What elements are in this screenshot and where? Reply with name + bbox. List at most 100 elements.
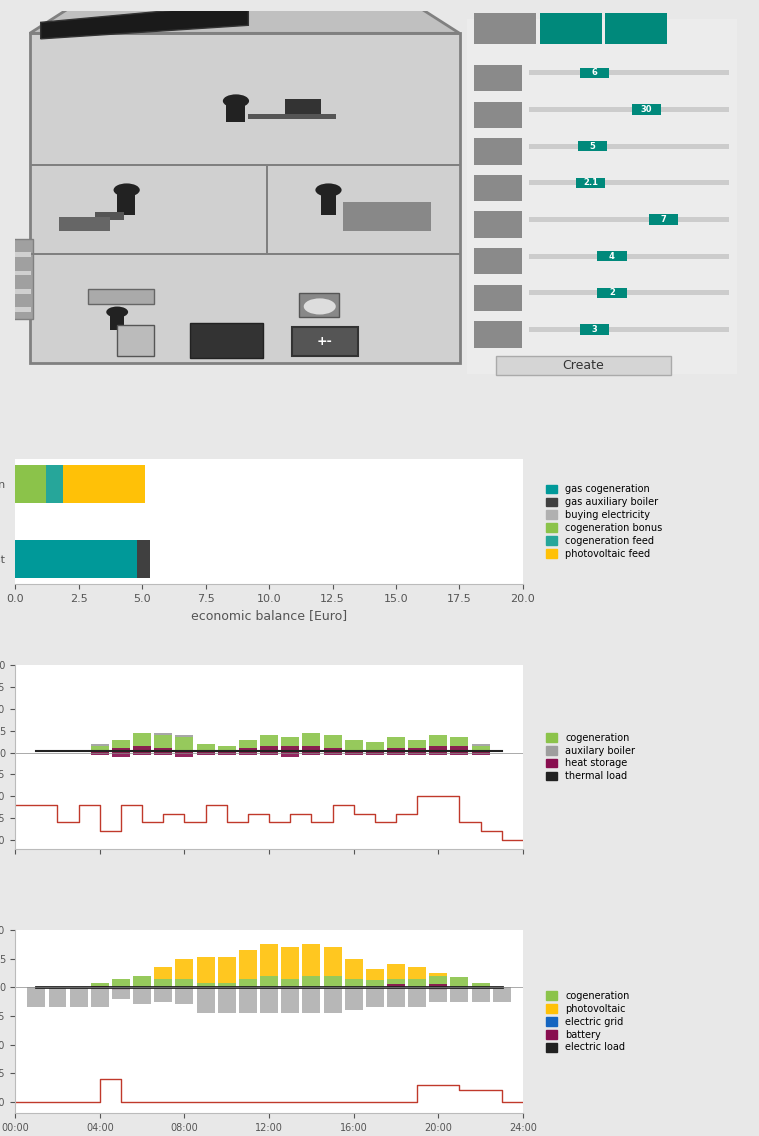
Bar [154, 733, 172, 735]
Bar [133, 987, 151, 1004]
Bar [91, 987, 109, 1008]
Bar [345, 751, 363, 753]
Bar [112, 749, 130, 753]
Bar [27, 987, 46, 1008]
Polygon shape [41, 3, 248, 39]
Bar [323, 976, 342, 987]
Bar [387, 979, 405, 987]
Text: 50: 50 [719, 118, 729, 127]
Bar [239, 740, 257, 753]
Bar [387, 737, 405, 753]
Bar [366, 751, 384, 753]
Bar [175, 751, 194, 753]
Bar [91, 753, 109, 754]
Text: 7: 7 [660, 215, 666, 224]
Text: 4: 4 [609, 252, 615, 260]
Bar [282, 979, 299, 987]
Text: 5: 5 [724, 192, 729, 201]
Bar [474, 101, 521, 128]
Bar [529, 70, 729, 75]
Legend: cogeneration, auxilary boiler, heat storage, thermal load: cogeneration, auxilary boiler, heat stor… [546, 733, 635, 782]
Bar [323, 987, 342, 1013]
Bar [133, 746, 151, 753]
Bar [345, 987, 363, 1010]
Bar [366, 980, 384, 987]
Text: 10: 10 [719, 339, 729, 348]
Bar [649, 215, 678, 225]
Bar [451, 737, 468, 753]
Bar [366, 753, 384, 754]
Bar [467, 18, 736, 374]
Bar [285, 100, 321, 114]
Bar [302, 753, 320, 754]
Bar [474, 65, 521, 91]
Bar [197, 753, 215, 754]
Bar [218, 983, 236, 987]
Bar [154, 749, 172, 753]
Bar [133, 733, 151, 753]
Bar [430, 985, 447, 987]
Bar [576, 177, 605, 187]
Bar [430, 753, 447, 754]
Bar [91, 987, 109, 989]
Bar [112, 987, 130, 999]
Bar [366, 742, 384, 753]
Text: 0: 0 [529, 301, 534, 310]
Bar [14, 252, 31, 257]
Bar [430, 976, 447, 987]
Text: 5: 5 [590, 142, 595, 151]
Bar [408, 987, 426, 1008]
Bar [323, 749, 342, 753]
Bar [529, 107, 729, 112]
Polygon shape [30, 0, 460, 33]
Bar [580, 324, 609, 335]
Text: 10: 10 [719, 265, 729, 274]
Bar [302, 976, 320, 987]
Bar [387, 964, 405, 979]
Bar [30, 165, 460, 166]
Bar [471, 983, 490, 987]
Bar [430, 987, 447, 1002]
Text: Create: Create [562, 359, 604, 373]
Bar [260, 753, 278, 754]
Bar [408, 749, 426, 753]
Bar [112, 979, 130, 987]
Circle shape [106, 307, 128, 318]
Bar [451, 977, 468, 987]
Bar [88, 290, 153, 303]
Bar [323, 947, 342, 976]
Bar [387, 985, 405, 987]
Bar [299, 293, 339, 317]
Bar [606, 14, 667, 44]
Bar [218, 751, 236, 753]
Circle shape [223, 94, 249, 108]
Bar [112, 987, 130, 991]
Bar [474, 285, 521, 311]
Bar [345, 740, 363, 753]
Bar [14, 308, 31, 312]
Text: 10: 10 [719, 228, 729, 237]
Bar [471, 753, 490, 754]
Bar [323, 753, 342, 754]
Bar [408, 987, 426, 989]
Bar [529, 327, 729, 332]
Bar [451, 987, 468, 1002]
Bar [175, 753, 194, 757]
Bar [239, 979, 257, 987]
X-axis label: economic balance [Euro]: economic balance [Euro] [191, 609, 347, 623]
Bar [91, 983, 109, 987]
Bar [631, 105, 661, 115]
Bar [430, 987, 447, 991]
Bar [91, 751, 109, 753]
Bar [96, 212, 124, 219]
Bar [366, 987, 384, 1008]
Bar [197, 983, 215, 987]
Bar [46, 465, 64, 503]
Text: 0: 0 [529, 82, 534, 91]
Bar [302, 733, 320, 753]
Bar [260, 735, 278, 753]
Bar [408, 753, 426, 754]
Bar [282, 737, 299, 753]
Bar [493, 987, 511, 1002]
Bar [474, 139, 521, 165]
